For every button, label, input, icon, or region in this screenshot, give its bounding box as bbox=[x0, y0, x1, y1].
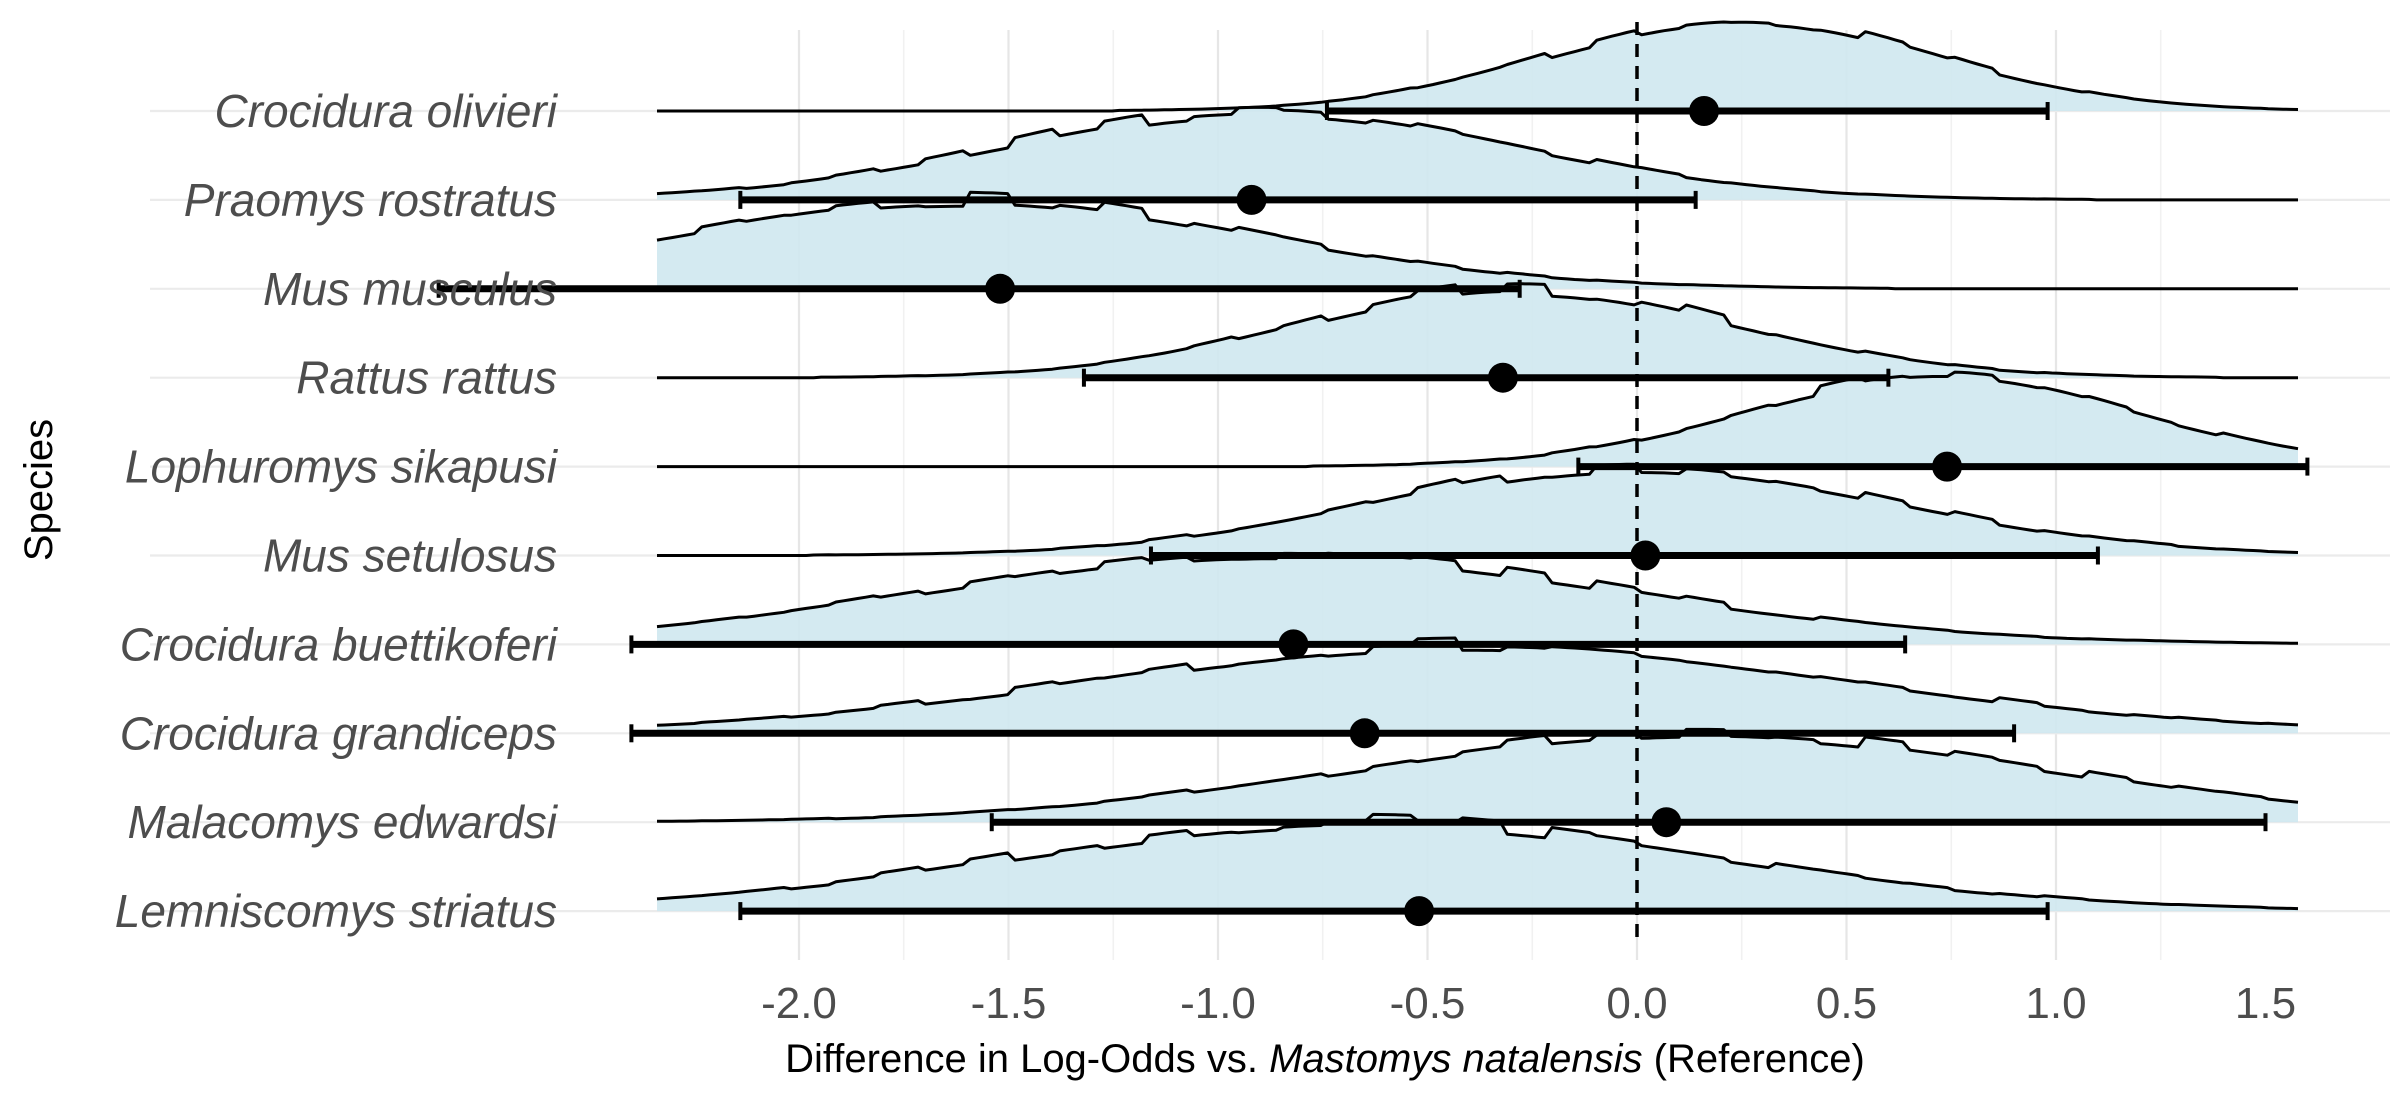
density-outline bbox=[656, 190, 2298, 291]
x-axis-title: Difference in Log-Odds vs. Mastomys nata… bbox=[785, 1037, 1865, 1081]
species-labels: Crocidura olivieri Praomys rostratus Mus m… bbox=[115, 85, 559, 937]
estimate-point bbox=[1630, 540, 1661, 571]
x-axis-title-prefix: Difference in Log-Odds vs. bbox=[785, 1037, 1269, 1081]
density-fill bbox=[657, 192, 2298, 289]
estimate-point bbox=[1689, 96, 1720, 126]
species-label: Malacomys edwardsi bbox=[128, 796, 559, 848]
density-fill bbox=[657, 107, 2298, 200]
x-axis-title-species: Mastomys natalensis bbox=[1269, 1037, 1642, 1081]
x-tick-label: 1.5 bbox=[2235, 979, 2296, 1028]
density-fill bbox=[657, 814, 2298, 912]
estimate-point bbox=[985, 273, 1016, 304]
species-label: Crocidura olivieri bbox=[214, 85, 558, 137]
estimate-point bbox=[1404, 896, 1435, 927]
species-label: Lophuromys sikapusi bbox=[125, 441, 559, 493]
density-fill bbox=[657, 283, 2298, 378]
density-fill bbox=[657, 372, 2298, 467]
density-outline bbox=[657, 370, 2299, 469]
species-label: Lemniscomys striatus bbox=[115, 885, 557, 937]
estimate-point bbox=[1349, 718, 1380, 749]
species-label: Crocidura grandiceps bbox=[120, 707, 557, 759]
species-label: Rattus rattus bbox=[296, 352, 557, 404]
species-ridges bbox=[656, 20, 2299, 912]
estimate-point bbox=[1236, 184, 1267, 215]
density-fill bbox=[657, 22, 2298, 111]
density-outline bbox=[656, 636, 2299, 727]
density-outline bbox=[656, 551, 2298, 645]
x-tick-label: -1.0 bbox=[1180, 979, 1256, 1028]
density-outline bbox=[656, 105, 2298, 202]
density-outline bbox=[657, 727, 2299, 823]
species-label: Crocidura buettikoferi bbox=[120, 618, 559, 670]
species-label: Mus setulosus bbox=[263, 530, 557, 582]
density-outline bbox=[657, 20, 2299, 113]
species-label: Praomys rostratus bbox=[184, 174, 557, 226]
density-outline bbox=[657, 462, 2299, 557]
density-fill bbox=[657, 729, 2298, 823]
x-tick-label: 0.5 bbox=[1816, 979, 1877, 1028]
density-fill bbox=[657, 464, 2298, 556]
species-label: Mus musculus bbox=[263, 263, 557, 315]
x-axis-title-suffix: (Reference) bbox=[1643, 1037, 1865, 1081]
density-fill bbox=[657, 553, 2298, 645]
estimate-point bbox=[1651, 807, 1682, 838]
x-tick-label: -2.0 bbox=[761, 979, 837, 1028]
x-tick-labels: -2.0-1.5-1.0-0.50.00.51.01.52.0 bbox=[761, 979, 2296, 1028]
interval-markers bbox=[436, 96, 2310, 927]
density-outline bbox=[657, 282, 2298, 380]
x-tick-label: -1.5 bbox=[971, 979, 1047, 1028]
estimate-point bbox=[1932, 451, 1963, 482]
x-tick-label: -0.5 bbox=[1390, 979, 1466, 1028]
density-fill bbox=[657, 638, 2298, 734]
y-axis-title: Species bbox=[17, 419, 61, 561]
x-tick-label: 1.0 bbox=[2025, 979, 2086, 1028]
estimate-point bbox=[1278, 629, 1309, 660]
x-tick-label: 0.0 bbox=[1606, 979, 1667, 1028]
estimate-point bbox=[1487, 362, 1518, 393]
